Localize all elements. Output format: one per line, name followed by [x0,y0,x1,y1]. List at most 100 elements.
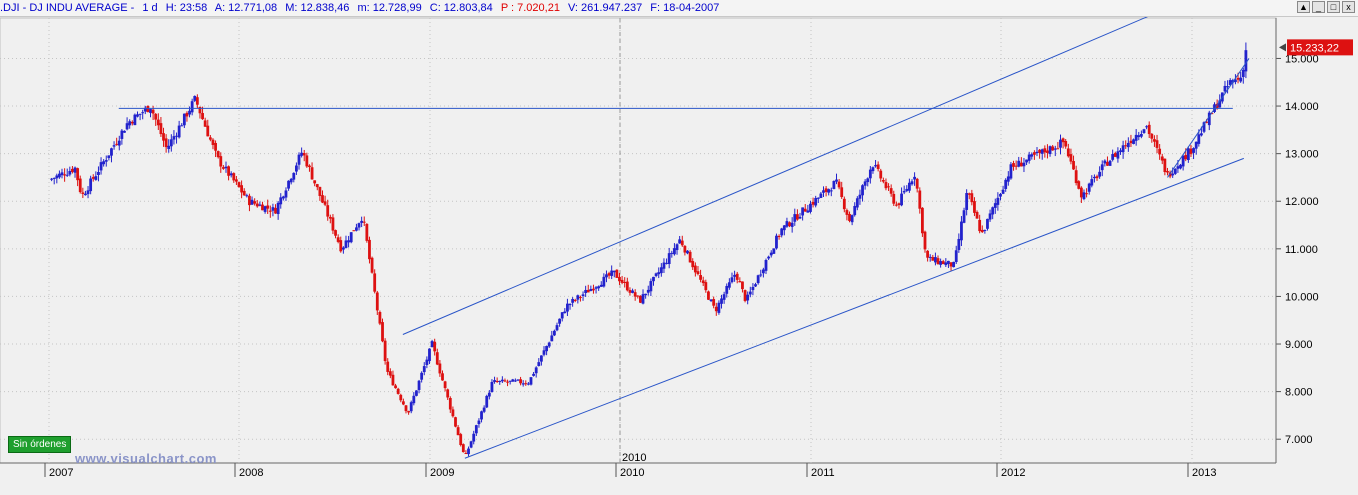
candle-body [490,382,494,393]
candle-body [594,287,598,289]
candle-body [866,178,870,183]
window-controls: ▲ _ □ x [1297,1,1355,13]
candle-body [464,453,468,455]
candle-body [328,216,332,219]
candle-body [107,155,111,159]
candle-body [680,240,684,246]
candle-body [1150,133,1154,139]
candle-body [84,193,87,196]
candle-body [545,345,549,352]
x-tick-label: 2009 [430,467,454,479]
candle-body [879,170,883,179]
candle-body [177,125,181,138]
candle-body [1082,192,1086,200]
candle-body [1056,148,1060,150]
cursor-date-label: 2010 [622,452,646,464]
candle-body [368,239,371,260]
candle-body [649,281,653,292]
x-axis-band [0,463,1358,495]
watermark: www.visualchart.com [75,451,217,466]
candle-body [941,261,945,265]
points-label: P : 7.020,21 [500,2,560,14]
candle-body [459,434,463,446]
candle-body [1139,133,1143,137]
x-tick-label: 2013 [1192,467,1216,479]
candle-body [599,284,603,287]
x-tick-label: 2008 [239,467,263,479]
candle-body [1072,161,1075,170]
candle-body [881,180,885,182]
candle-body [1142,129,1146,134]
candle-body [558,318,562,324]
candle-body [141,112,145,114]
candle-body [1108,160,1112,166]
candle-body [868,169,872,179]
candle-body [58,173,61,178]
candle-body [253,201,257,204]
candle-body [887,186,890,188]
candle-body [284,190,288,198]
candle-body [86,190,90,195]
candle-body [550,335,554,342]
candle-body [1197,134,1201,144]
candle-body [268,210,272,212]
candle-body [248,195,251,206]
candle-body [586,289,590,293]
candle-body [602,276,606,287]
candle-body [1038,149,1042,153]
candle-body [214,142,217,151]
candle-body [633,292,637,297]
candle-body [469,441,473,448]
candle-body [1192,148,1195,153]
candle-body [907,182,911,191]
candle-body [709,299,713,302]
y-tick-label: 12.000 [1285,196,1319,208]
scroll-up-button[interactable]: ▲ [1297,1,1310,13]
last-price-tag [1287,39,1353,56]
candle-body [871,167,875,172]
candle-body [169,139,173,147]
price-chart[interactable]: 7.000 8.000 9.000 10.000 11.000 12.000 13.000 1… [0,17,1358,495]
minimize-button[interactable]: _ [1312,1,1325,13]
candle-body [858,194,862,199]
candle-body [1022,162,1026,167]
candle-body [607,273,611,276]
candle-body [1145,126,1148,128]
candle-body [673,248,676,255]
candle-body [641,294,645,304]
candle-body [125,123,129,130]
candle-body [793,214,797,222]
candle-body [52,177,56,179]
trendline [402,17,1148,335]
candle-body [863,181,867,186]
candle-body [1048,146,1052,155]
low-label: m: 12.728,99 [357,2,422,14]
close-button[interactable]: x [1342,1,1355,13]
candle-body [824,188,828,192]
candle-body [315,184,319,188]
candle-body [287,180,290,189]
candle-body [639,295,642,303]
orders-status-button[interactable]: Sin órdenes [8,436,72,453]
candle-body [503,380,507,382]
candle-body [853,205,857,216]
candle-body [276,202,280,215]
maximize-button[interactable]: □ [1327,1,1340,13]
candle-body [1126,142,1130,148]
candle-body [962,210,966,223]
candle-body [188,110,191,115]
candle-body [1069,154,1073,162]
candle-body [861,185,864,196]
candle-body [983,229,987,231]
candle-body [785,221,789,227]
candle-body [454,417,457,427]
candle-body [128,121,132,126]
candle-body [967,193,971,195]
candle-body [910,181,914,185]
candle-body [326,205,330,217]
candle-body [542,350,546,355]
candle-body [1079,187,1083,198]
candle-body [263,206,267,212]
candle-body [897,203,901,206]
candle-body [913,176,916,180]
